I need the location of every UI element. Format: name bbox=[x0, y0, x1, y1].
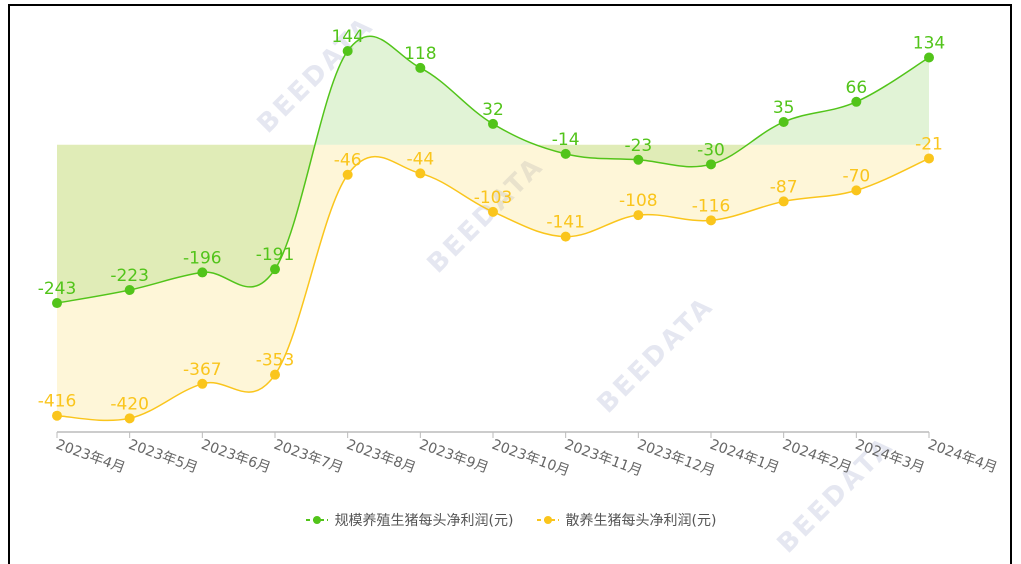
data-point bbox=[851, 185, 862, 196]
data-point bbox=[124, 413, 135, 424]
data-label: 35 bbox=[773, 98, 795, 118]
data-point bbox=[778, 196, 789, 207]
chart-frame bbox=[8, 4, 1012, 564]
area-0 bbox=[57, 36, 929, 304]
data-point bbox=[633, 210, 644, 221]
data-point bbox=[52, 410, 62, 421]
area-1 bbox=[57, 144, 929, 421]
legend-item-free-range[interactable]: 散养生猪每头净利润(元) bbox=[536, 510, 717, 530]
data-point bbox=[342, 169, 353, 180]
data-point bbox=[415, 62, 426, 73]
x-tick-label: 2024年2月 bbox=[780, 437, 854, 477]
data-label: -14 bbox=[552, 130, 580, 150]
data-label: -108 bbox=[619, 191, 658, 211]
data-point bbox=[52, 298, 62, 309]
data-label: -23 bbox=[624, 136, 652, 156]
data-label: 32 bbox=[482, 100, 504, 120]
data-point bbox=[560, 231, 571, 242]
x-tick-label: 2023年10月 bbox=[490, 437, 572, 480]
data-label: 134 bbox=[913, 33, 945, 53]
data-label: 118 bbox=[404, 44, 436, 64]
x-tick-label: 2024年3月 bbox=[853, 437, 927, 477]
x-tick-label: 2023年12月 bbox=[635, 437, 717, 480]
data-point bbox=[778, 116, 789, 127]
x-tick-label: 2023年8月 bbox=[344, 437, 418, 477]
x-tick-label: 2023年11月 bbox=[562, 437, 644, 480]
x-tick-label: 2023年7月 bbox=[272, 437, 346, 477]
data-point bbox=[270, 264, 280, 275]
legend-item-scale[interactable]: 规模养殖生猪每头净利润(元) bbox=[305, 510, 514, 530]
data-label: -30 bbox=[697, 140, 725, 160]
data-point bbox=[706, 159, 716, 170]
x-tick-label: 2023年9月 bbox=[417, 437, 491, 477]
data-point bbox=[706, 215, 716, 226]
data-point bbox=[342, 45, 353, 56]
data-point bbox=[924, 52, 934, 63]
data-label: -141 bbox=[546, 213, 585, 233]
data-label: -21 bbox=[915, 134, 943, 154]
data-label: -87 bbox=[770, 177, 798, 197]
data-label: -103 bbox=[474, 188, 513, 208]
data-label: -223 bbox=[110, 266, 149, 286]
data-label: -243 bbox=[38, 279, 77, 299]
data-label: -420 bbox=[110, 394, 149, 414]
x-tick-label: 2023年4月 bbox=[54, 437, 128, 477]
data-label: 66 bbox=[846, 78, 868, 98]
data-point bbox=[270, 369, 280, 380]
data-label: -44 bbox=[406, 149, 434, 169]
data-label: -416 bbox=[38, 392, 77, 412]
data-point bbox=[488, 206, 498, 217]
data-point bbox=[633, 154, 644, 165]
data-label: -353 bbox=[256, 351, 295, 371]
data-label: -70 bbox=[842, 166, 870, 186]
data-point bbox=[488, 118, 498, 129]
legend-marker-yellow-icon bbox=[536, 516, 559, 524]
legend-label: 规模养殖生猪每头净利润(元) bbox=[334, 513, 514, 529]
data-point bbox=[197, 267, 208, 278]
x-tick-label: 2023年6月 bbox=[199, 437, 273, 477]
data-point bbox=[851, 96, 862, 107]
data-label: -367 bbox=[183, 360, 222, 380]
legend-label: 散养生猪每头净利润(元) bbox=[565, 513, 717, 529]
data-point bbox=[124, 285, 135, 296]
legend-marker-green-icon bbox=[305, 516, 328, 524]
data-point bbox=[560, 148, 571, 159]
data-label: -116 bbox=[692, 196, 731, 216]
data-label: -191 bbox=[256, 245, 295, 265]
x-tick-label: 2024年4月 bbox=[926, 437, 1000, 477]
data-point bbox=[415, 168, 426, 179]
data-point bbox=[197, 378, 208, 389]
data-label: -46 bbox=[334, 151, 362, 171]
data-point bbox=[924, 153, 934, 164]
legend: 规模养殖生猪每头净利润(元) 散养生猪每头净利润(元) bbox=[0, 510, 1021, 530]
data-label: 144 bbox=[331, 27, 363, 47]
data-label: -196 bbox=[183, 248, 222, 268]
x-tick-label: 2024年1月 bbox=[708, 437, 782, 477]
x-tick-label: 2023年5月 bbox=[126, 437, 200, 477]
